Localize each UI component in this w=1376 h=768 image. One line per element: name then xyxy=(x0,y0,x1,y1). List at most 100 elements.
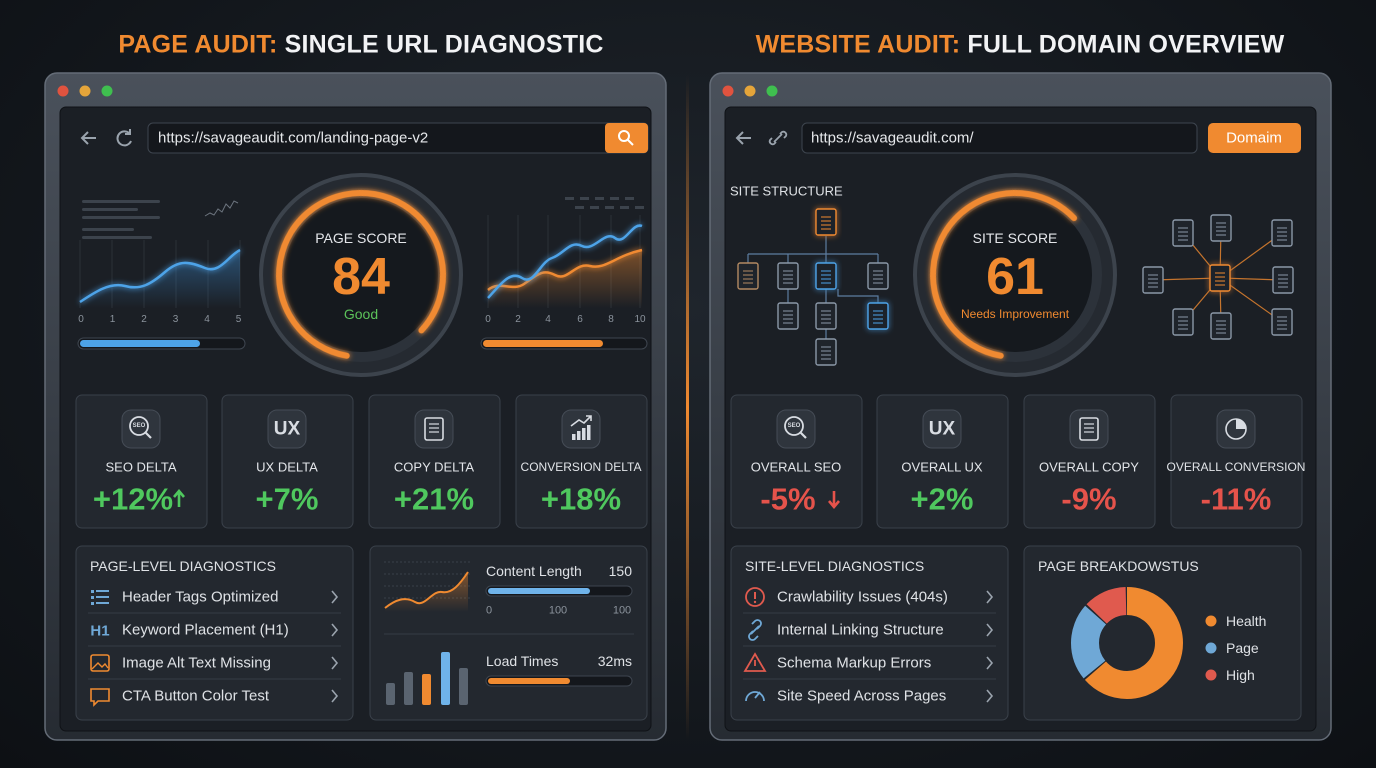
row-icon xyxy=(91,590,94,593)
x-tick-label: 0 xyxy=(78,314,84,325)
row-icon xyxy=(91,602,94,605)
metric-badge: UX xyxy=(928,418,956,440)
page-icon xyxy=(1271,219,1293,247)
row-chevron[interactable] xyxy=(331,623,339,637)
metric-reading: 150 xyxy=(608,563,632,579)
row-chevron[interactable] xyxy=(331,590,339,604)
metric-icon xyxy=(577,431,581,440)
row-icon xyxy=(745,691,765,702)
legend-dot xyxy=(1205,615,1217,627)
page-icon xyxy=(815,208,837,236)
placeholder-line xyxy=(565,197,574,200)
scale-label: 100 xyxy=(548,604,568,617)
metric-icon-bg xyxy=(561,409,601,449)
section-title: SITE STRUCTURE xyxy=(730,183,843,199)
row-label: Site Speed Across Pages xyxy=(777,687,947,705)
metric-icon-bg xyxy=(267,409,307,449)
x-tick-label: 5 xyxy=(235,314,242,325)
row-icon xyxy=(745,587,765,607)
legend-dot xyxy=(1205,642,1217,654)
metric-card xyxy=(221,394,354,529)
domain-button-label: Domaim xyxy=(1226,129,1282,147)
search-button[interactable] xyxy=(605,123,648,153)
metric-name: Load Times xyxy=(486,653,559,669)
row-chevron[interactable] xyxy=(986,689,994,703)
metric-value: +7% xyxy=(255,481,319,517)
page-icon xyxy=(815,262,837,290)
x-tick-label: 6 xyxy=(577,314,583,325)
metric-icon xyxy=(587,425,591,440)
row-chevron[interactable] xyxy=(331,689,339,703)
page-icon xyxy=(737,262,759,290)
legend-label: Page xyxy=(1226,640,1259,656)
metric-icon xyxy=(1236,419,1246,429)
metric-card xyxy=(730,394,863,529)
search-icon xyxy=(618,130,630,142)
metric-icon xyxy=(799,431,807,439)
breakdown-title: PAGE BREAKDOWSTUS xyxy=(1038,558,1199,574)
area-fill xyxy=(488,250,642,308)
page-icon xyxy=(1142,266,1164,294)
metric-card xyxy=(515,394,648,529)
hub-link xyxy=(1152,277,1221,281)
row-chevron[interactable] xyxy=(986,656,994,670)
page-icon xyxy=(1210,312,1232,340)
refresh-icon[interactable] xyxy=(116,129,132,147)
score-label: SITE SCORE xyxy=(972,230,1058,246)
metric-icon-bg xyxy=(776,409,816,449)
page-icon xyxy=(1209,264,1231,292)
metric-label: OVERALL SEO xyxy=(750,459,842,475)
metric-icon-bg xyxy=(121,409,161,449)
row-chevron[interactable] xyxy=(986,590,994,604)
page-icon xyxy=(867,302,889,330)
metric-badge: SEO xyxy=(132,423,146,429)
mini-bar xyxy=(404,672,413,705)
window-dot xyxy=(57,85,69,97)
window-dot xyxy=(79,85,91,97)
metric-label: SEO DELTA xyxy=(105,459,177,475)
page-icon xyxy=(777,262,799,290)
area-line xyxy=(384,571,469,609)
row-chevron[interactable] xyxy=(986,623,994,637)
metric-name: Content Length xyxy=(486,563,582,579)
link-icon xyxy=(768,130,788,146)
x-tick-label: 0 xyxy=(485,314,491,325)
placeholder-line xyxy=(635,206,644,209)
row-icon xyxy=(753,600,757,604)
metric-icon xyxy=(784,416,804,436)
domain-button[interactable] xyxy=(1208,123,1301,153)
divider xyxy=(686,75,689,740)
metric-icon xyxy=(582,428,586,440)
row-label: Keyword Placement (H1) xyxy=(122,621,289,639)
metric-icon xyxy=(1079,417,1099,441)
metric-icon xyxy=(424,417,444,441)
metric-icon-bg xyxy=(1069,409,1109,449)
score-status: Good xyxy=(343,306,379,322)
back-icon[interactable] xyxy=(735,131,751,145)
panel-heading: PAGE AUDIT: SINGLE URL DIAGNOSTIC xyxy=(118,32,603,58)
back-icon[interactable] xyxy=(80,131,96,145)
scale-label: 100 xyxy=(612,604,632,617)
x-tick-label: 2 xyxy=(515,314,521,325)
gauge-arc xyxy=(276,190,446,360)
metric-label: UX DELTA xyxy=(256,459,318,475)
diagnostics-title: PAGE-LEVEL DIAGNOSTICS xyxy=(90,558,276,574)
metric-reading: 32ms xyxy=(597,653,632,669)
placeholder-line xyxy=(625,197,634,200)
x-tick-label: 1 xyxy=(109,314,116,325)
row-icon xyxy=(743,652,767,672)
placeholder-line xyxy=(82,216,160,219)
row-chevron[interactable] xyxy=(331,656,339,670)
window-dot xyxy=(744,85,756,97)
metric-card xyxy=(876,394,1009,529)
metric-label: OVERALL CONVERSION xyxy=(1166,460,1306,474)
page-icon xyxy=(1172,308,1194,336)
trend-arrow xyxy=(828,491,840,510)
score-label: PAGE SCORE xyxy=(315,230,407,246)
progress-fill xyxy=(488,588,590,594)
mini-bar xyxy=(422,674,431,705)
placeholder-line xyxy=(620,206,629,209)
page-icon xyxy=(777,302,799,330)
heading-text: FULL DOMAIN OVERVIEW xyxy=(960,30,1285,59)
